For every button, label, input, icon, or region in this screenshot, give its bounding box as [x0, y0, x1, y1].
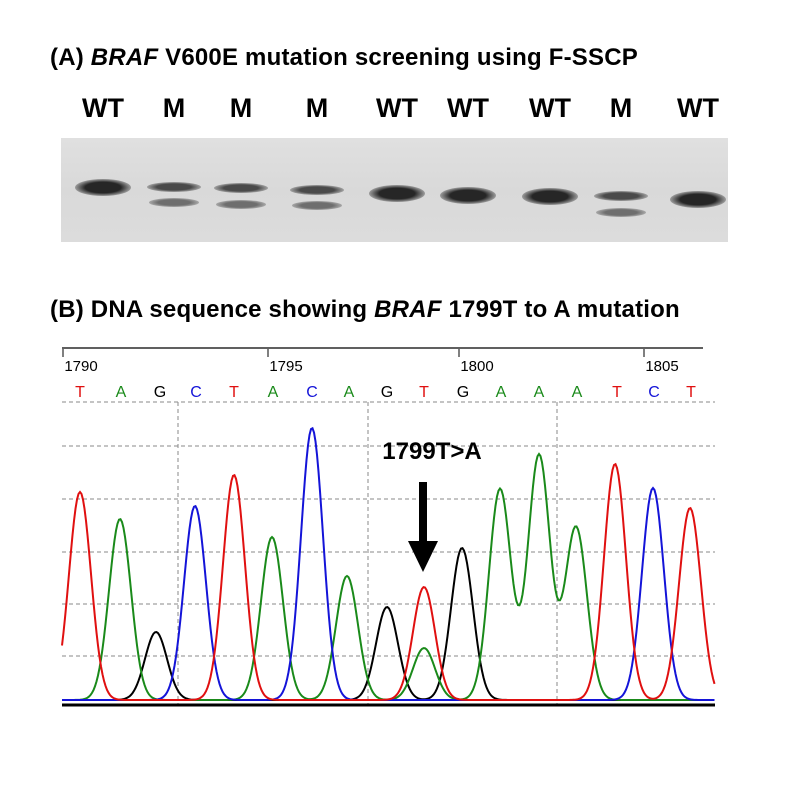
mutation-label: 1799T>A: [382, 438, 481, 465]
base-call: A: [116, 384, 127, 401]
base-call: T: [229, 384, 239, 401]
gel-band: [290, 184, 344, 195]
position-label: 1805: [645, 358, 678, 375]
gel-band: [216, 199, 266, 209]
gel-band: [149, 198, 199, 208]
gel-band: [147, 181, 201, 192]
mutation-arrow-icon: [408, 482, 438, 572]
base-call: A: [344, 384, 355, 401]
trace-A: [62, 452, 715, 701]
base-call: T: [612, 384, 622, 401]
trace-G: [62, 547, 715, 701]
lane-label: M: [305, 93, 329, 123]
base-call: T: [75, 384, 85, 401]
lane-label: M: [162, 93, 186, 123]
position-label: 1800: [460, 358, 493, 375]
gel-band: [214, 183, 268, 194]
base-call: C: [648, 384, 660, 401]
base-call: T: [419, 384, 429, 401]
gel-band: [522, 188, 578, 206]
gel-band: [292, 201, 342, 211]
panel-b-title: (B) DNA sequence showing BRAF 1799T to A…: [50, 296, 680, 324]
lane-label: WT: [82, 93, 124, 123]
trace-T: [61, 462, 716, 701]
panel-b-title-rest: 1799T to A mutation: [441, 296, 680, 323]
base-call: G: [457, 384, 469, 401]
panel-a-title-prefix: (A): [50, 44, 91, 71]
gel-band: [670, 191, 726, 209]
lane-label: WT: [447, 93, 489, 123]
gel-band: [75, 178, 131, 196]
base-call: A: [534, 384, 545, 401]
sequence-chromatogram: 1790 1795 1800 1805 T A G C T A C A G T G A A A T C T 1799T…: [61, 347, 716, 707]
chromatogram-grid: [62, 401, 715, 705]
lane-label: M: [229, 93, 253, 123]
base-call: C: [190, 384, 202, 401]
panel-b-title-prefix: (B) DNA sequence showing: [50, 296, 375, 323]
lane-label: WT: [376, 93, 418, 123]
panel-a-gene-name: BRAF: [90, 44, 159, 71]
lane-label: WT: [529, 93, 571, 123]
gel-band: [594, 191, 648, 202]
position-label: 1790: [64, 358, 97, 375]
base-call: G: [154, 384, 166, 401]
base-call: A: [572, 384, 583, 401]
lane-label: WT: [677, 93, 719, 123]
base-call: C: [306, 384, 318, 401]
base-call: A: [496, 384, 507, 401]
base-call: G: [381, 384, 393, 401]
sscp-gel-image: [61, 138, 728, 242]
base-call: T: [686, 384, 696, 401]
lane-label: M: [609, 93, 633, 123]
base-call: A: [268, 384, 279, 401]
position-labels: 1790 1795 1800 1805: [62, 349, 679, 375]
chromatogram-traces: [61, 426, 716, 701]
position-label: 1795: [269, 358, 302, 375]
panel-a-title: (A) BRAF V600E mutation screening using …: [50, 44, 638, 72]
gel-band: [369, 184, 425, 202]
gel-band: [596, 207, 646, 217]
panel-a-title-rest: V600E mutation screening using F-SSCP: [158, 44, 638, 71]
panel-b-gene-name: BRAF: [374, 296, 442, 323]
gel-band: [440, 186, 496, 204]
